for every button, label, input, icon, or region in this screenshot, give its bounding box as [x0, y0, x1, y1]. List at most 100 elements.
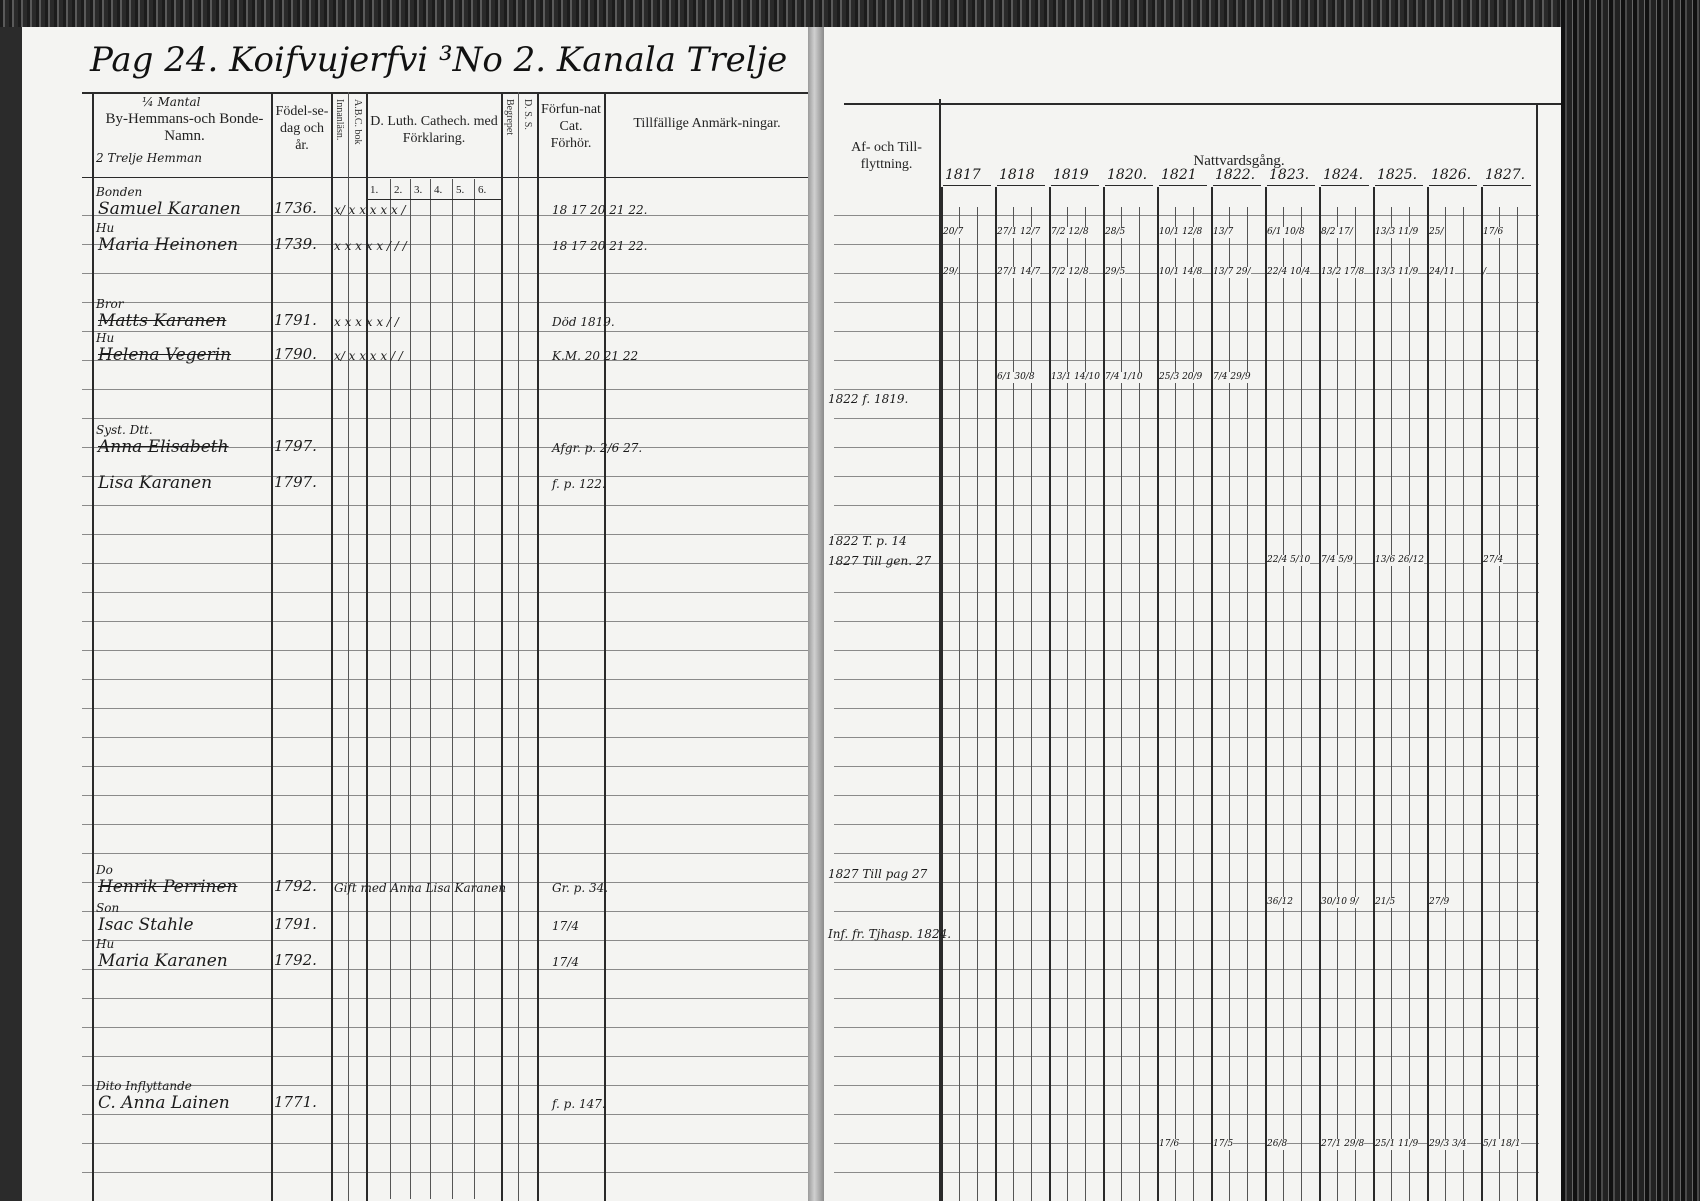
col-line: [537, 92, 539, 1201]
col-line: [1536, 103, 1538, 1201]
entry-role: Hu: [96, 937, 115, 951]
entry-birth-year: 1736.: [274, 199, 317, 217]
communion-date: 29/: [943, 267, 958, 278]
year-column-line: [1049, 187, 1051, 1201]
communion-date: 13/6 26/12: [1375, 555, 1425, 566]
header-bottom-rule: [82, 177, 808, 178]
sub-column-line: [1229, 207, 1230, 1201]
sub-column-line: [1445, 207, 1446, 1201]
year-label: 1819: [1053, 167, 1089, 183]
entry-birth-year: 1792.: [274, 877, 317, 895]
col-line: [331, 92, 333, 1201]
year-underline: [1267, 185, 1315, 186]
sub-column-line: [1409, 207, 1410, 1201]
entry-catechism-marks: x/ x x x x x /: [334, 203, 406, 217]
col-line: [390, 179, 391, 1199]
moving-note: 1822 T. p. 14: [828, 534, 907, 548]
communion-date: 27/9: [1429, 897, 1450, 908]
header-name: By-Hemmans-och Bonde-Namn.: [105, 111, 264, 144]
communion-date: 24/11: [1429, 267, 1455, 278]
header-remarks: Tillfällige Anmärk-ningar.: [633, 116, 781, 131]
entry-birth-year: 1797.: [274, 437, 317, 455]
communion-date: 25/: [1429, 227, 1444, 238]
moving-note: Inf. fr. Tjhasp. 1824.: [828, 927, 952, 941]
year-underline: [1375, 185, 1423, 186]
header-forfunnat: Förfun-nat Cat. Förhör.: [541, 102, 601, 151]
header-note: ¼ Mantal: [142, 95, 201, 109]
entry-name: Maria Heinonen: [98, 235, 239, 255]
entry-role: Dito Inflyttande: [96, 1079, 192, 1093]
year-column-line: [1211, 187, 1213, 1201]
sub-column-line: [1355, 207, 1356, 1201]
communion-date: 36/12: [1267, 897, 1293, 908]
communion-date: 13/1 14/10: [1051, 372, 1101, 383]
sub-column-line: [977, 207, 978, 1201]
sub-column-line: [1283, 207, 1284, 1201]
communion-date: 27/1 12/7: [997, 227, 1041, 238]
sub-column-line: [1517, 207, 1518, 1201]
entry-remark: 18 17 20 21 22.: [552, 203, 648, 217]
entry-role: Son: [96, 901, 120, 915]
entry-birth-year: 1790.: [274, 345, 317, 363]
left-page: Pag 24. Koifvujerfvi ³No 2. Kanala Trelj…: [22, 27, 808, 1201]
year-underline: [1105, 185, 1153, 186]
entry-name: Matts Karanen: [98, 311, 227, 331]
year-underline: [1321, 185, 1369, 186]
sub-column-line: [1175, 207, 1176, 1201]
entry-birth-year: 1791.: [274, 311, 317, 329]
entry-birth-year: 1771.: [274, 1093, 317, 1111]
entry-catechism-marks: x x x x x / / /: [334, 239, 407, 253]
page-title: Pag 24. Koifvujerfvi ³No 2. Kanala Trelj…: [90, 40, 788, 80]
year-column-line: [1265, 187, 1267, 1201]
entry-birth-year: 1797.: [274, 473, 317, 491]
year-label: 1824.: [1323, 167, 1364, 183]
communion-date: 30/10 9/: [1321, 897, 1359, 908]
year-label: 1823.: [1269, 167, 1310, 183]
sub-column-line: [1121, 207, 1122, 1201]
communion-date: 20/7: [943, 227, 964, 238]
entry-name: C. Anna Lainen: [98, 1093, 230, 1113]
communion-date: 13/3 11/9: [1375, 267, 1419, 278]
entry-birth-year: 1791.: [274, 915, 317, 933]
communion-date: /: [1483, 267, 1487, 278]
communion-date: 27/4: [1483, 555, 1504, 566]
communion-date: 13/7 29/: [1213, 267, 1251, 278]
sub-column-line: [1499, 207, 1500, 1201]
entry-name: Helena Vegerin: [98, 345, 232, 365]
communion-date: 29/3 3/4: [1429, 1139, 1467, 1150]
sub-column-line: [1391, 207, 1392, 1201]
header-begrepet: Begrepet: [504, 99, 515, 136]
year-column-line: [995, 187, 997, 1201]
header-birth: Födel-se-dag och år.: [275, 104, 329, 153]
year-underline: [997, 185, 1045, 186]
communion-date: 22/4 5/10: [1267, 555, 1311, 566]
sub-column-line: [1085, 207, 1086, 1201]
col-line: [410, 179, 411, 1199]
year-label: 1820.: [1107, 167, 1148, 183]
year-column-line: [1103, 187, 1105, 1201]
communion-date: 8/2 17/: [1321, 227, 1353, 238]
sub-column-line: [1067, 207, 1068, 1201]
year-label: 1817: [945, 167, 981, 183]
col-line: [430, 179, 431, 1199]
year-column-line: [1481, 187, 1483, 1201]
sub-column-label: 2.: [394, 184, 403, 196]
communion-date: 25/3 20/9: [1159, 372, 1203, 383]
header-communion: Nattvardsgång.: [1193, 153, 1285, 169]
sub-column-line: [1301, 207, 1302, 1201]
entry-remark: f. p. 147.: [552, 1097, 606, 1111]
header-top-rule: [844, 103, 1561, 105]
entry-role: Syst. Dtt.: [96, 423, 153, 437]
communion-date: 7/2 12/8: [1051, 227, 1089, 238]
header-abc-bok: A.B.C. bok: [352, 99, 363, 145]
col-line: [348, 92, 349, 1201]
entry-name: Lisa Karanen: [98, 473, 213, 493]
col-line: [474, 179, 475, 1199]
entry-role: Hu: [96, 221, 115, 235]
sub-column-label: 4.: [434, 184, 443, 196]
entry-role: Do: [96, 863, 113, 877]
sub-column-line: [1031, 207, 1032, 1201]
communion-date: 13/2 17/8: [1321, 267, 1365, 278]
entry-remark: 17/4: [552, 955, 579, 969]
year-column-line: [1427, 187, 1429, 1201]
